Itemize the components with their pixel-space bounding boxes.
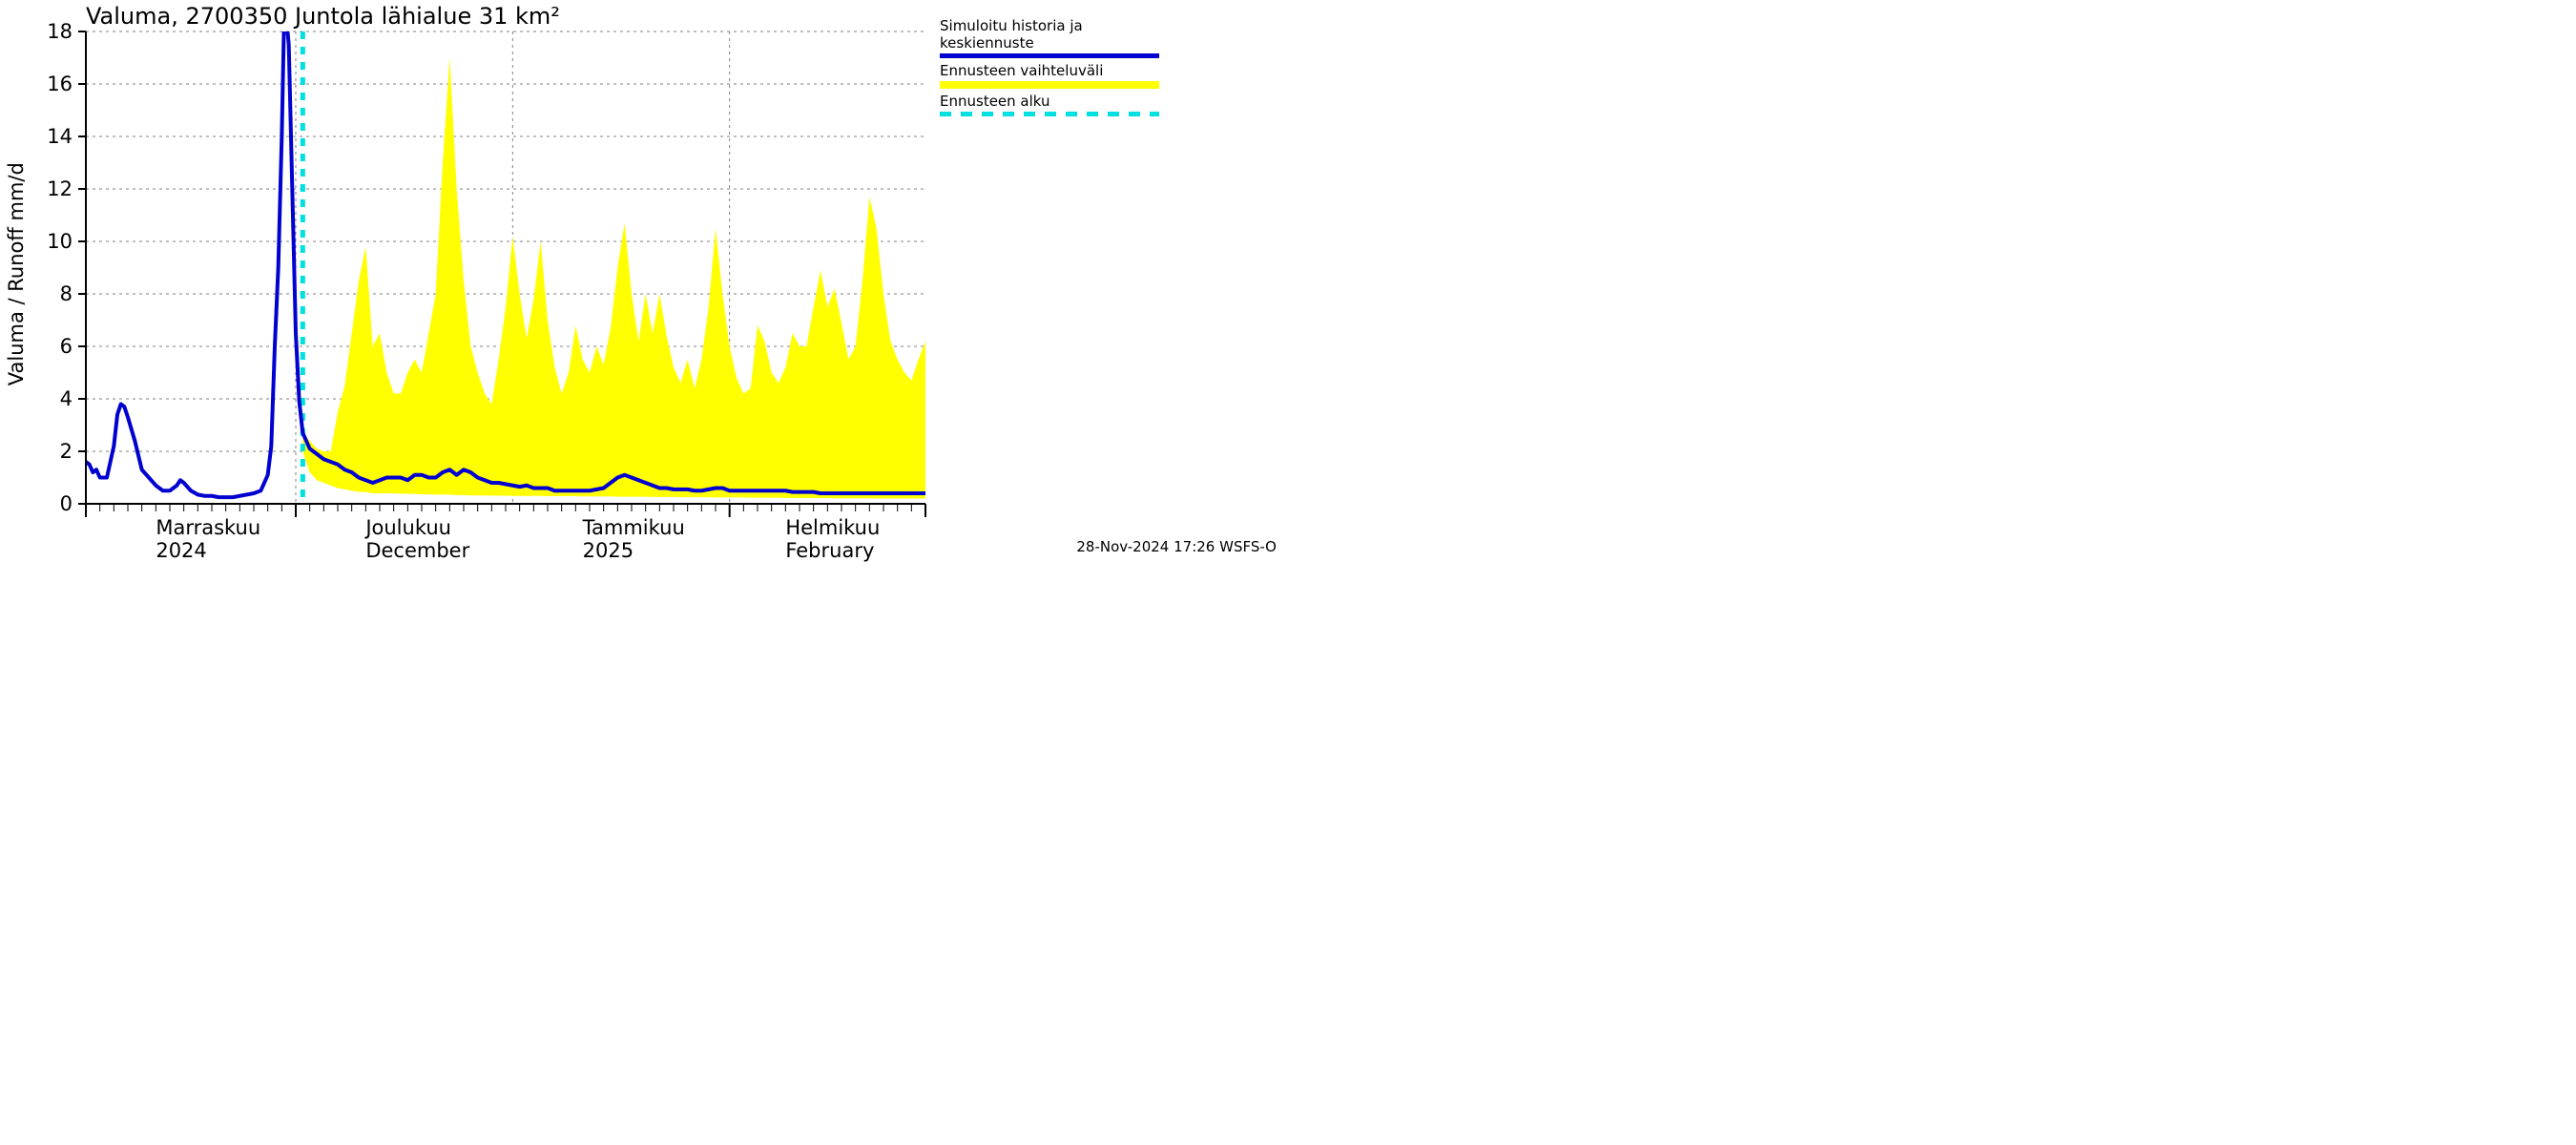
- legend: Simuloitu historia ja keskiennuste Ennus…: [940, 17, 1169, 120]
- y-tick-label: 6: [60, 335, 73, 358]
- x-month-label: Joulukuu: [364, 516, 451, 539]
- y-tick-label: 2: [60, 440, 73, 463]
- y-axis-label: Valuma / Runoff mm/d: [5, 162, 28, 385]
- x-month-label: Tammikuu: [582, 516, 685, 539]
- legend-label: Simuloitu historia ja keskiennuste: [940, 17, 1169, 52]
- runoff-forecast-chart: 0 2 4 6 8 10 12 14 16 18 Marraskuu2024 JoulukuuDece…: [0, 0, 1288, 572]
- y-tick-label: 4: [60, 387, 73, 410]
- timestamp-footer: 28-Nov-2024 17:26 WSFS-O: [1076, 538, 1277, 555]
- y-tick-label: 14: [47, 125, 73, 148]
- x-month-label: Marraskuu: [156, 516, 260, 539]
- x-month-sublabel: 2024: [156, 539, 206, 562]
- legend-swatch-dash: [940, 112, 1159, 116]
- legend-swatch-line: [940, 53, 1159, 58]
- x-month-sublabel: 2025: [583, 539, 634, 562]
- legend-swatch-solid: [940, 81, 1159, 89]
- legend-item-forecast-start: Ennusteen alku: [940, 93, 1169, 116]
- forecast-band: [302, 58, 925, 499]
- legend-item-history: Simuloitu historia ja keskiennuste: [940, 17, 1169, 58]
- y-tick-label: 0: [60, 492, 73, 515]
- x-month-label: Helmikuu: [785, 516, 880, 539]
- y-tick-label: 12: [47, 177, 73, 200]
- legend-item-band: Ennusteen vaihteluväli: [940, 62, 1169, 89]
- x-month-sublabel: February: [785, 539, 874, 562]
- legend-label: Ennusteen vaihteluväli: [940, 62, 1169, 79]
- legend-label: Ennusteen alku: [940, 93, 1169, 110]
- y-tick-label: 18: [47, 20, 73, 43]
- y-tick-label: 16: [47, 73, 73, 95]
- y-tick-label: 8: [60, 282, 73, 305]
- y-tick-label: 10: [47, 230, 73, 253]
- x-month-sublabel: December: [365, 539, 469, 562]
- chart-title: Valuma, 2700350 Juntola lähialue 31 km²: [86, 3, 560, 30]
